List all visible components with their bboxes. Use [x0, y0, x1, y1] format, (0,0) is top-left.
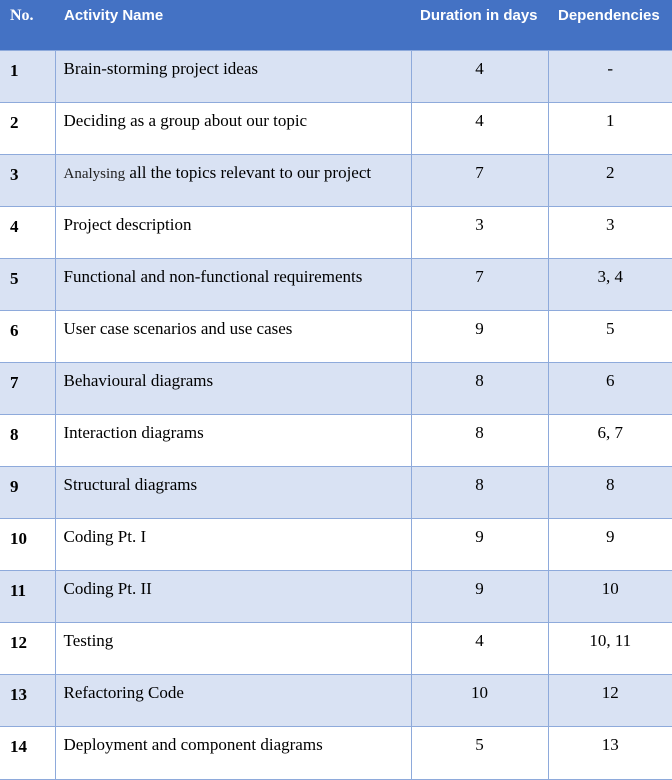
- row-number: 12: [0, 622, 56, 675]
- dependencies: 10, 11: [547, 622, 672, 675]
- duration-days: 8: [410, 362, 549, 415]
- duration-days: 7: [410, 154, 549, 207]
- header-no: No.: [0, 0, 55, 51]
- dependencies: 9: [547, 518, 672, 571]
- header-activity-name: Activity Name: [55, 0, 411, 51]
- duration-days: 9: [410, 518, 549, 571]
- table-row: 9 Structural diagrams 8 8: [0, 466, 672, 519]
- activity-name: Functional and non-functional requiremen…: [54, 258, 412, 311]
- table-row: 1 Brain-storming project ideas 4 -: [0, 50, 672, 103]
- dependencies: 3: [547, 206, 672, 259]
- duration-days: 4: [410, 102, 549, 155]
- header-row: No. Activity Name Duration in days Depen…: [0, 0, 672, 51]
- activity-name: Coding Pt. I: [54, 518, 412, 571]
- table-row: 6 User case scenarios and use cases 9 5: [0, 310, 672, 363]
- row-number: 14: [0, 726, 56, 780]
- duration-days: 10: [410, 674, 549, 727]
- activity-name: Analysing all the topics relevant to our…: [54, 154, 412, 207]
- row-number: 9: [0, 466, 56, 519]
- dependencies: 1: [547, 102, 672, 155]
- activity-name-rest: all the topics relevant to our project: [125, 163, 372, 182]
- row-number: 2: [0, 102, 56, 155]
- table-row: 13 Refactoring Code 10 12: [0, 674, 672, 727]
- row-number: 6: [0, 310, 56, 363]
- activity-name: Deployment and component diagrams: [54, 726, 412, 780]
- table-row: 7 Behavioural diagrams 8 6: [0, 362, 672, 415]
- activity-name: Interaction diagrams: [54, 414, 412, 467]
- row-number: 8: [0, 414, 56, 467]
- duration-days: 3: [410, 206, 549, 259]
- duration-days: 8: [410, 414, 549, 467]
- activity-name-prefix: Analysing: [63, 166, 126, 182]
- dependencies: 12: [547, 674, 672, 727]
- activity-name: Structural diagrams: [54, 466, 412, 519]
- table-header: No. Activity Name Duration in days Depen…: [0, 0, 672, 51]
- table-row: 5 Functional and non-functional requirem…: [0, 258, 672, 311]
- duration-days: 7: [410, 258, 549, 311]
- row-number: 1: [0, 50, 56, 103]
- duration-days: 4: [410, 622, 549, 675]
- activity-name: Coding Pt. II: [54, 570, 412, 623]
- duration-days: 5: [410, 726, 549, 780]
- dependencies: 13: [547, 726, 672, 780]
- table-row: 14 Deployment and component diagrams 5 1…: [0, 726, 672, 780]
- table-row: 4 Project description 3 3: [0, 206, 672, 259]
- table-row: 8 Interaction diagrams 8 6, 7: [0, 414, 672, 467]
- dependencies: 5: [547, 310, 672, 363]
- activity-name: Refactoring Code: [54, 674, 412, 727]
- table-row: 2 Deciding as a group about our topic 4 …: [0, 102, 672, 155]
- dependencies: -: [547, 50, 672, 103]
- duration-days: 9: [410, 570, 549, 623]
- dependencies: 6, 7: [547, 414, 672, 467]
- dependencies: 10: [547, 570, 672, 623]
- row-number: 3: [0, 154, 56, 207]
- dependencies: 2: [547, 154, 672, 207]
- activity-name: Testing: [54, 622, 412, 675]
- row-number: 11: [0, 570, 56, 623]
- activity-name: Behavioural diagrams: [54, 362, 412, 415]
- row-number: 13: [0, 674, 56, 727]
- table-row: 11 Coding Pt. II 9 10: [0, 570, 672, 623]
- row-number: 10: [0, 518, 56, 571]
- row-number: 4: [0, 206, 56, 259]
- activity-name: Deciding as a group about our topic: [54, 102, 412, 155]
- duration-days: 8: [410, 466, 549, 519]
- table-row: 12 Testing 4 10, 11: [0, 622, 672, 675]
- activity-name: Project description: [54, 206, 412, 259]
- header-duration: Duration in days: [411, 0, 548, 51]
- table-row: 10 Coding Pt. I 9 9: [0, 518, 672, 571]
- activity-name: Brain-storming project ideas: [54, 50, 412, 103]
- activity-name: User case scenarios and use cases: [54, 310, 412, 363]
- dependencies: 3, 4: [547, 258, 672, 311]
- duration-days: 4: [410, 50, 549, 103]
- row-number: 7: [0, 362, 56, 415]
- dependencies: 6: [547, 362, 672, 415]
- header-dependencies: Dependencies: [548, 0, 672, 51]
- row-number: 5: [0, 258, 56, 311]
- duration-days: 9: [410, 310, 549, 363]
- dependencies: 8: [547, 466, 672, 519]
- table-row: 3 Analysing all the topics relevant to o…: [0, 154, 672, 207]
- table-body: 1 Brain-storming project ideas 4 - 2 Dec…: [0, 50, 672, 780]
